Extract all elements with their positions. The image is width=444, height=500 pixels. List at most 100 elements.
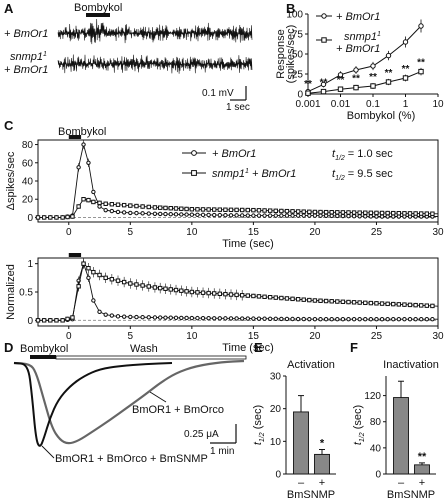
chartCtop-data-point: [251, 207, 256, 213]
b-significance-label: **: [352, 74, 360, 85]
chartCbot-data-point: [419, 303, 424, 308]
chartCtop-data-point: [140, 211, 145, 216]
b-legend-label-3: + BmOr1: [336, 43, 380, 55]
chartCtop-data-point: [134, 210, 139, 216]
panel-c-stim-label: Bombykol: [58, 126, 106, 138]
chartCtop-data-point: [413, 211, 418, 216]
b-x-tick-label: 0.1: [366, 99, 380, 110]
panel-e-letter: E: [254, 340, 263, 355]
chartCtop-x-tick-label: 20: [309, 227, 321, 238]
chartCbot-data-point: [307, 297, 312, 303]
chartCbot-data-point: [413, 317, 418, 322]
chartCbot-data-point: [54, 318, 59, 323]
chartCbot-data-point: [424, 303, 430, 308]
panel-a-scale-t-label: 1 sec: [226, 102, 250, 113]
chartCtop-data-point: [168, 206, 173, 211]
chartCtop-data-point: [76, 165, 81, 170]
chartCbot-data-point: [407, 302, 413, 308]
chartCtop-x-tick-label: 0: [66, 227, 72, 238]
chartCtop-data-point: [140, 204, 145, 209]
b-data-point: [337, 86, 344, 92]
chartCbot-data-point: [41, 318, 47, 323]
b-y-tick-label: 100: [286, 10, 303, 21]
chartCbot-data-point: [91, 298, 96, 303]
chartCbot-data-point: [312, 298, 318, 303]
chartF-x-axis-label: BmSNMP: [387, 489, 435, 500]
chartF-y-tick-label: 120: [364, 391, 381, 402]
chartCtop-data-point: [351, 210, 357, 215]
chartCbot-data-point: [128, 281, 133, 286]
chartCtop-data-point: [267, 208, 273, 213]
chartCbot-data-point: [234, 316, 239, 321]
chartCtop-data-point: [115, 209, 121, 215]
chartCbot-data-point: [179, 315, 184, 321]
chartCbot-data-point: [184, 289, 189, 294]
chartCbot-y-tick-label: 0.5: [19, 288, 33, 299]
chartCbot-data-point: [109, 277, 115, 282]
chartCtop-data-point: [70, 214, 75, 219]
chartCtop-stim-bar: [68, 135, 82, 139]
chartCbot-data-point: [273, 316, 278, 322]
chartCtop-data-point: [312, 213, 318, 218]
chartCbot-data-point: [35, 318, 41, 323]
chartCbot-data-point: [189, 289, 195, 295]
chartCtop-data-point: [97, 204, 102, 209]
chartCtop-data-point: [146, 204, 151, 210]
chartCtop-data-point: [81, 197, 86, 202]
panel-f-letter: F: [350, 340, 358, 355]
chartCbot-data-point: [103, 275, 108, 281]
chartCbot-data-point: [200, 315, 206, 321]
chartCbot-data-point: [329, 299, 334, 304]
chartCbot-data-point: [195, 290, 200, 295]
trace-bmor1-bmorco: [13, 359, 245, 445]
chartCtop-data-point: [385, 214, 390, 219]
chartCbot-data-point: [223, 291, 228, 297]
chartCbot-y-axis-label: Normalized: [5, 264, 17, 320]
b-significance-label: **: [337, 75, 345, 86]
chartCbot-data-point: [357, 300, 362, 305]
chartCbot-data-point: [200, 290, 206, 295]
c-legend-marker: [191, 170, 197, 176]
b-data-point: [305, 90, 311, 96]
chartCbot-data-point: [267, 295, 273, 300]
chartCtop-x-tick-label: 30: [432, 227, 444, 238]
chartCtop-data-point: [385, 210, 390, 216]
b-y-axis-unit: (spikes/sec): [285, 25, 297, 84]
chartCtop-data-point: [346, 210, 351, 215]
chartCbot-data-point: [134, 314, 139, 320]
spike-trace-snmp1-bmor1: [57, 54, 253, 74]
chartCbot-data-point: [212, 291, 217, 296]
chartCbot-data-point: [128, 314, 133, 320]
chartCtop-data-point: [115, 202, 121, 207]
chartF-title: Inactivation: [383, 359, 439, 371]
panel-d-arrow-1: [149, 391, 167, 403]
chartCbot-data-point: [195, 315, 200, 321]
chartCtop-data-point: [109, 208, 115, 214]
chartCbot-data-point: [121, 279, 127, 285]
chartCbot-data-point: [86, 266, 91, 271]
chartE-x-axis-label: BmSNMP: [287, 489, 335, 500]
panel-c-legend: + BmOr1 t1/2 = 1.0 sec snmp11 + BmOr1 t1/2 = …: [182, 148, 393, 182]
chartCtop-data-point: [346, 213, 351, 219]
chartCtop-x-tick-label: 25: [371, 227, 383, 238]
c-legend-marker: [191, 150, 197, 156]
chartE-category-1: +: [319, 477, 325, 489]
chartCbot-data-point: [217, 291, 223, 297]
chartCtop-data-point: [273, 208, 278, 214]
chartCbot-data-point: [60, 318, 65, 323]
chartCtop-data-point: [86, 197, 91, 203]
chartCbot-data-point: [301, 316, 306, 322]
chartCtop-data-point: [189, 212, 195, 217]
chartCtop-data-point: [245, 207, 250, 213]
chartCtop-data-point: [351, 214, 357, 219]
panel-a-trace1-label: + BmOr1: [4, 28, 48, 40]
chartCtop-data-point: [312, 209, 318, 215]
chartCtop-data-point: [284, 208, 290, 214]
chartCbot-data-point: [179, 288, 184, 293]
panel-d-letter: D: [4, 340, 13, 355]
chartCtop-data-point: [335, 210, 340, 215]
panel-a-scale-v-label: 0.1 mV: [202, 88, 234, 99]
chartE-y-tick-label: 20: [270, 404, 282, 415]
chartCtop-y-tick-label: 60: [22, 158, 34, 169]
